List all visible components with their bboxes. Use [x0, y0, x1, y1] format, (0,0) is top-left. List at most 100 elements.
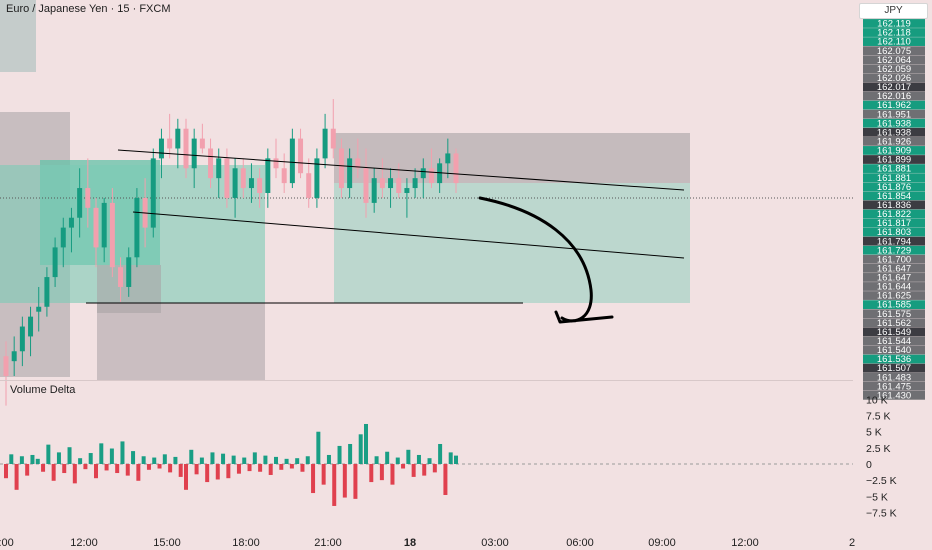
candle-body — [257, 178, 263, 193]
price-label: 161.549 — [877, 327, 911, 338]
delta-bar — [99, 443, 104, 464]
price-label: 161.647 — [877, 263, 911, 274]
price-label-bg — [863, 37, 925, 46]
candle-body — [158, 138, 164, 159]
price-label-bg — [863, 118, 925, 128]
candle-body — [68, 217, 74, 228]
candle — [150, 148, 156, 238]
price-label: 161.562 — [877, 318, 911, 329]
time-tick-label: 18:00 — [232, 537, 260, 549]
delta-bar — [62, 464, 67, 474]
candle — [240, 158, 246, 198]
delta-bar — [109, 448, 114, 464]
indicator-title: Volume Delta — [10, 384, 76, 396]
time-axis: 15:00 12:00 15:00 18:00 21:00 18 03:00 06:00 09:… — [0, 537, 855, 549]
candle-body — [183, 128, 189, 169]
channel-lower-line[interactable] — [132, 211, 685, 259]
candle-body — [322, 128, 328, 159]
time-tick-label: 06:00 — [566, 537, 594, 549]
price-label-bg — [863, 109, 925, 119]
candle-body — [19, 326, 25, 352]
candle — [248, 163, 254, 203]
delta-bar — [35, 458, 40, 464]
candle-body — [52, 247, 58, 278]
delta-bar — [25, 464, 30, 476]
candle — [420, 158, 426, 198]
candle — [379, 158, 385, 198]
delta-bar — [443, 464, 448, 495]
delta-bar — [199, 457, 204, 464]
candle-body — [101, 202, 107, 248]
price-label: 161.938 — [877, 118, 911, 129]
candle — [396, 163, 402, 198]
candle-body — [273, 158, 279, 169]
price-label-bg — [863, 345, 925, 355]
price-label-bg — [863, 300, 925, 310]
candle-body — [248, 178, 254, 189]
candle — [363, 148, 369, 218]
zone-green-right — [334, 183, 690, 303]
candle — [183, 118, 189, 179]
delta-bar — [411, 464, 416, 477]
price-label-bg — [863, 146, 925, 155]
price-label-bg — [863, 164, 925, 173]
delta-tick-label: −5 K — [866, 491, 888, 503]
delta-bar — [326, 454, 331, 464]
candle — [199, 123, 205, 154]
candle — [175, 118, 181, 169]
price-label-bg — [863, 318, 925, 328]
price-label: 161.909 — [877, 146, 911, 157]
candle-body — [36, 306, 42, 312]
candle-body — [60, 227, 66, 248]
time-tick-label: 12:00 — [731, 537, 759, 549]
candle — [52, 237, 58, 287]
candle-body — [355, 158, 361, 169]
currency-button[interactable]: JPY — [859, 3, 928, 19]
delta-bar — [252, 452, 257, 464]
candle — [167, 113, 173, 159]
channel-upper-line[interactable] — [117, 149, 685, 191]
candle — [36, 286, 42, 332]
candle — [118, 257, 124, 302]
price-label-bg — [863, 200, 925, 210]
candle-body — [93, 207, 99, 248]
delta-bar — [231, 455, 236, 464]
price-label-bg — [863, 236, 925, 246]
hand-drawn-arrow[interactable] — [478, 196, 614, 324]
candle — [101, 197, 107, 263]
price-label-bg — [863, 354, 925, 364]
delta-bar — [311, 464, 316, 494]
delta-tick-label: 7.5 K — [866, 411, 891, 423]
candle-body — [445, 153, 451, 164]
candle — [412, 168, 418, 198]
price-label-bg — [863, 336, 925, 346]
price-label: 161.962 — [877, 100, 911, 111]
zone-gray-top-left — [0, 0, 36, 72]
price-label-bg — [863, 64, 925, 74]
candle-body — [208, 148, 214, 179]
price-label: 162.026 — [877, 73, 911, 84]
price-label: 161.881 — [877, 173, 911, 184]
price-label: 161.475 — [877, 381, 911, 392]
price-label-bg — [863, 182, 925, 192]
delta-bar — [300, 464, 305, 472]
candles-layer — [3, 99, 459, 406]
candle-body — [3, 356, 9, 376]
drawings-layer — [86, 149, 685, 324]
delta-bar — [152, 457, 157, 464]
candle — [85, 158, 91, 228]
price-label: 161.575 — [877, 309, 911, 320]
candle — [265, 148, 271, 208]
delta-bar — [104, 464, 109, 471]
delta-bar — [131, 451, 136, 464]
pane-separator[interactable] — [0, 380, 853, 381]
candle — [273, 138, 279, 179]
price-label-bg — [863, 100, 925, 110]
delta-bar — [353, 464, 358, 499]
delta-bar — [115, 464, 120, 474]
candle — [232, 158, 238, 218]
delta-tick-label: 0 — [866, 459, 872, 471]
delta-bar — [279, 464, 284, 470]
candle-body — [44, 277, 50, 307]
delta-bar — [136, 464, 141, 481]
